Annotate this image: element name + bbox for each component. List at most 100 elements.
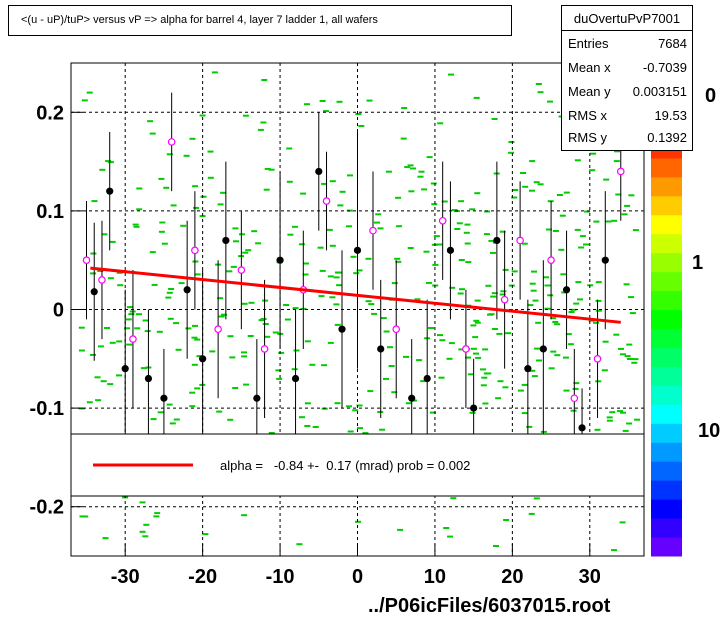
- histogram-cell: [606, 416, 613, 419]
- histogram-cell: [537, 91, 544, 94]
- histogram-cell: [86, 401, 93, 404]
- histogram-cell: [601, 369, 608, 372]
- histogram-cell: [101, 233, 108, 236]
- stats-value: 7684: [658, 36, 687, 51]
- histogram-cell: [377, 411, 384, 413]
- histogram-cell: [242, 114, 249, 117]
- histogram-cell: [488, 239, 495, 242]
- x-tick-label: -10: [266, 566, 295, 588]
- palette-band: [651, 480, 682, 500]
- histogram-cell: [457, 292, 464, 295]
- histogram-cell: [417, 175, 424, 178]
- histogram-cell: [100, 380, 107, 383]
- histogram-cell: [194, 273, 201, 276]
- histogram-cell: [620, 353, 626, 356]
- histogram-cell: [319, 269, 326, 272]
- histogram-cell: [229, 356, 236, 359]
- histogram-cell: [547, 294, 554, 297]
- histogram-cell: [416, 359, 423, 362]
- histogram-cell: [595, 299, 602, 302]
- histogram-cell: [151, 283, 158, 286]
- y-tick-label: -0.1: [30, 398, 64, 420]
- histogram-cell: [192, 324, 198, 327]
- histogram-cell: [275, 369, 282, 372]
- histogram-cell: [105, 160, 112, 163]
- histogram-cell: [400, 137, 407, 140]
- histogram-cell: [508, 151, 515, 154]
- histogram-cell: [321, 407, 328, 410]
- histogram-cell: [355, 113, 362, 115]
- histogram-cell: [158, 230, 165, 233]
- chart-title: <(u - uP)/tuP> versus vP => alpha for ba…: [21, 14, 378, 26]
- alt-point: [98, 276, 106, 284]
- histogram-cell: [104, 327, 110, 329]
- histogram-cell: [336, 284, 343, 287]
- histogram-cell: [169, 422, 176, 425]
- histogram-cell: [216, 410, 223, 413]
- histogram-cell: [298, 243, 305, 246]
- alt-point: [167, 138, 176, 146]
- histogram-cell: [544, 307, 551, 310]
- histogram-cell: [90, 353, 96, 356]
- histogram-cell: [189, 405, 196, 408]
- histogram-cell: [347, 430, 354, 433]
- histogram-cell: [209, 350, 216, 353]
- histogram-cell: [521, 242, 528, 245]
- histogram-cell: [81, 99, 88, 102]
- histogram-cell: [144, 330, 151, 333]
- histogram-cell: [418, 170, 425, 173]
- profile-point: [276, 256, 284, 264]
- histogram-cell: [473, 352, 479, 355]
- histogram-cell: [449, 286, 456, 289]
- histogram-cell: [257, 128, 264, 131]
- histogram-cell: [217, 203, 224, 206]
- histogram-cell: [619, 521, 626, 524]
- histogram-cell: [227, 335, 234, 338]
- alt-point: [129, 335, 137, 343]
- stats-value: 0.1392: [647, 130, 687, 145]
- histogram-cell: [327, 275, 334, 278]
- histogram-cell: [456, 222, 463, 225]
- stats-row-mean-y: Mean y 0.003151: [562, 84, 692, 107]
- histogram-cell: [632, 358, 639, 361]
- histogram-cell: [482, 402, 489, 405]
- histogram-cell: [508, 141, 515, 143]
- histogram-cell: [128, 313, 135, 316]
- histogram-cell: [321, 182, 328, 185]
- histogram-cell: [613, 333, 620, 336]
- histogram-cell: [154, 512, 161, 515]
- histogram-cell: [446, 357, 453, 360]
- histogram-cell: [94, 376, 101, 379]
- histogram-cell: [107, 383, 114, 386]
- histogram-cell: [470, 324, 477, 327]
- histogram-cell: [511, 270, 518, 273]
- histogram-cell: [497, 380, 504, 383]
- profile-point: [470, 404, 478, 412]
- histogram-cell: [522, 185, 529, 188]
- histogram-cell: [291, 225, 298, 228]
- histogram-cell: [535, 321, 542, 324]
- histogram-cell: [532, 299, 539, 302]
- histogram-cell: [109, 240, 116, 243]
- histogram-cell: [292, 307, 299, 310]
- histogram-cell: [469, 208, 476, 211]
- histogram-cell: [178, 282, 185, 285]
- profile-point: [144, 374, 153, 383]
- histogram-cell: [414, 298, 421, 301]
- histogram-cell: [624, 204, 631, 207]
- histogram-cell: [574, 228, 581, 231]
- histogram-cell: [491, 328, 498, 330]
- alt-point: [500, 295, 509, 304]
- footer-file-path: ../P06icFiles/6037015.root: [368, 595, 611, 617]
- histogram-cell: [358, 125, 365, 127]
- histogram-cell: [426, 156, 433, 159]
- histogram-cell: [463, 231, 470, 234]
- x-tick-label: -30: [111, 566, 140, 588]
- profile-point: [338, 325, 346, 333]
- histogram-cell: [529, 189, 535, 192]
- histogram-cell: [264, 335, 271, 338]
- profile-point: [106, 187, 114, 195]
- histogram-cell: [248, 301, 255, 304]
- histogram-cell: [511, 196, 518, 199]
